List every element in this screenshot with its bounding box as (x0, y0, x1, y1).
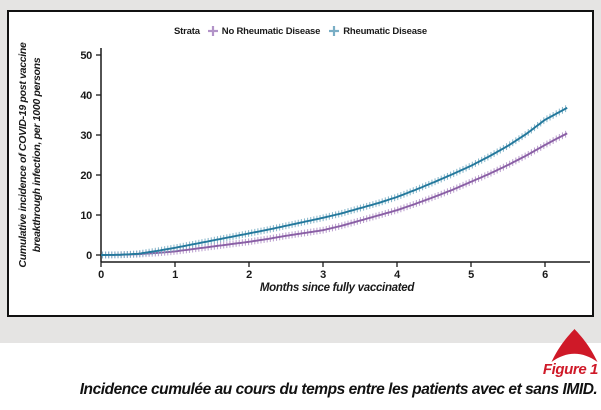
legend-item: No Rheumatic Disease (207, 25, 320, 37)
y-axis-title: Cumulative incidence of COVID-19 post va… (17, 42, 29, 268)
x-tick-label: 2 (246, 269, 252, 281)
figure-label: Figure 1 (542, 361, 599, 378)
x-tick-label: 5 (468, 269, 474, 281)
x-tick-label: 0 (98, 269, 104, 281)
y-tick-label: 20 (80, 170, 92, 182)
x-tick-label: 4 (394, 269, 401, 281)
y-tick-label: 0 (86, 250, 92, 262)
legend-title: Strata (174, 25, 200, 37)
x-tick-label: 6 (542, 269, 548, 281)
plus-marker-icon (329, 26, 340, 36)
series-line (101, 132, 568, 256)
x-tick-label: 1 (172, 269, 178, 281)
series-no-rheumatic-disease (101, 130, 568, 259)
figure-caption: Incidence cumulée au cours du temps entr… (79, 381, 598, 398)
x-tick-label: 3 (320, 269, 326, 281)
legend-series-label: No Rheumatic Disease (221, 25, 321, 37)
legend-items: No Rheumatic Disease Rheumatic Disease (207, 25, 427, 37)
y-tick-label: 40 (80, 90, 92, 102)
y-tick-label: 30 (80, 130, 92, 142)
cumulative-incidence-chart: 0 10 20 30 40 50 0 1 2 3 4 5 6 Months since fully vac… (17, 42, 590, 294)
chart-panel: 0 10 20 30 40 50 0 1 2 3 4 5 6 Months since fully vac… (7, 10, 594, 317)
y-tick-label: 10 (80, 210, 92, 222)
plus-marker-icon (207, 26, 218, 36)
y-axis-title: breakthrough infection, per 1000 persons (31, 57, 43, 252)
legend-series-label: Rheumatic Disease (343, 25, 427, 37)
y-tick-label: 50 (80, 50, 92, 62)
x-axis-title: Months since fully vaccinated (260, 282, 416, 294)
journal-logo-icon (551, 329, 598, 362)
series-line (101, 106, 568, 256)
series-rheumatic-disease (101, 105, 568, 259)
chart-legend: Strata No Rheumatic Disease Rheumatic Dis… (9, 23, 592, 39)
legend-item: Rheumatic Disease (328, 25, 427, 37)
